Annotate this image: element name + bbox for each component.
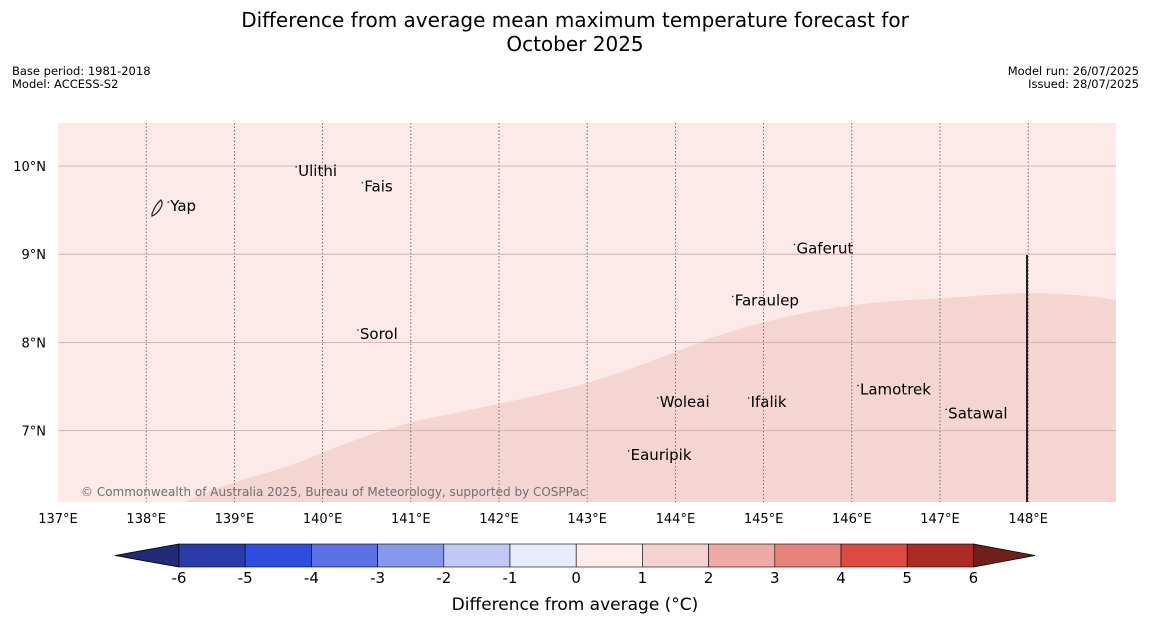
longitude-gridlines	[145, 123, 1029, 502]
lon-tick-label: 137°E	[38, 512, 78, 527]
island-marker	[627, 450, 630, 452]
colorbar-tick-label: -2	[436, 569, 451, 587]
colorbar-segment	[509, 543, 577, 568]
colorbar-segment	[840, 543, 908, 568]
colorbar-segment	[244, 543, 312, 568]
colorbar-tick-label: 3	[770, 569, 780, 587]
lon-tick-label: 141°E	[391, 512, 431, 527]
chart-title: Difference from average mean maximum tem…	[0, 8, 1150, 56]
colorbar-segment	[575, 543, 643, 568]
lat-tick-label: 7°N	[22, 425, 47, 440]
island-marker	[731, 295, 734, 298]
colorbar-high-extend	[973, 543, 1036, 568]
copyright-notice: © Commonwealth of Australia 2025, Bureau…	[81, 485, 586, 499]
lon-tick-label: 146°E	[832, 512, 872, 527]
island-marker	[747, 397, 750, 399]
latitude-gridlines	[58, 165, 1116, 432]
lon-tick-label: 143°E	[567, 512, 607, 527]
colorbar: -6 -5 -4 -3 -2 -1 0 1 2 3 4 5 6	[114, 543, 1036, 587]
lon-tick-label: 138°E	[126, 512, 166, 527]
place-label: Woleai	[660, 393, 710, 411]
warm-anomaly-region	[185, 293, 1116, 502]
colorbar-tick-label: -1	[503, 569, 518, 587]
island-marker	[295, 166, 297, 168]
island-marker	[656, 397, 659, 399]
longitude-tick-labels: 137°E 138°E 139°E 140°E 141°E 142°E 143°E 144°E…	[38, 512, 1048, 527]
colorbar-tick-label: -3	[370, 569, 385, 587]
lon-tick-label: 147°E	[920, 512, 960, 527]
colorbar-tick-label: -4	[304, 569, 319, 587]
colorbar-tick-label: 1	[638, 569, 648, 587]
place-label: Ifalik	[751, 393, 787, 411]
place-label: Ulithi	[298, 162, 337, 180]
colorbar-low-extend	[114, 543, 180, 568]
island-marker	[793, 243, 796, 246]
colorbar-segment	[906, 543, 974, 568]
place-label: Gaferut	[796, 239, 853, 257]
colorbar-label: Difference from average (°C)	[451, 595, 699, 615]
latitude-tick-labels: 10°N 9°N 8°N 7°N	[13, 160, 46, 440]
colorbar-tick-label: -5	[238, 569, 253, 587]
lon-tick-label: 140°E	[303, 512, 343, 527]
place-label: Sorol	[360, 325, 398, 343]
issued-date: Issued: 28/07/2025	[1028, 77, 1139, 91]
title-line-1: Difference from average mean maximum tem…	[241, 8, 909, 32]
colorbar-tick-label: 0	[571, 569, 581, 587]
colorbar-tick-label: -6	[172, 569, 187, 587]
base-period: Base period: 1981-2018	[12, 64, 151, 78]
colorbar-segment	[311, 543, 378, 568]
island-marker	[361, 181, 364, 184]
model-name: Model: ACCESS-S2	[12, 77, 119, 91]
meta-left: Base period: 1981-2018 Model: ACCESS-S2	[12, 65, 151, 91]
place-label: Fais	[364, 178, 393, 196]
colorbar-tick-label: 5	[902, 569, 912, 587]
colorbar-segment	[774, 543, 842, 568]
place-label: Faraulep	[735, 291, 799, 309]
place-label: Yap	[169, 197, 196, 215]
colorbar-segment	[443, 543, 511, 568]
lat-tick-label: 8°N	[22, 336, 47, 351]
yap-island-outline	[151, 199, 163, 217]
island-marker	[357, 329, 359, 331]
model-run: Model run: 26/07/2025	[1007, 64, 1139, 78]
place-label: Lamotrek	[860, 381, 931, 399]
meta-right: Model run: 26/07/2025 Issued: 28/07/2025	[1008, 65, 1139, 91]
lon-tick-label: 139°E	[215, 512, 255, 527]
title-line-2: October 2025	[506, 32, 644, 56]
lat-tick-label: 9°N	[22, 248, 47, 263]
place-label: Eauripik	[631, 446, 692, 464]
island-marker	[167, 201, 170, 203]
colorbar-segment	[377, 543, 445, 568]
place-labels: Yap Ulithi Fais Gaferut Faraulep Sorol Woleai I…	[167, 162, 1008, 464]
lon-tick-label: 142°E	[479, 512, 519, 527]
lon-tick-label: 148°E	[1008, 512, 1048, 527]
place-label: Satawal	[948, 404, 1007, 422]
lon-tick-label: 144°E	[656, 512, 696, 527]
lat-tick-label: 10°N	[13, 160, 46, 175]
colorbar-segment	[178, 543, 246, 568]
island-marker	[857, 384, 859, 387]
lon-tick-label: 145°E	[744, 512, 784, 527]
colorbar-segment	[642, 543, 709, 568]
colorbar-tick-label: 6	[969, 569, 979, 587]
island-marker	[945, 408, 947, 411]
colorbar-tick-label: 4	[836, 569, 846, 587]
colorbar-tick-label: 2	[704, 569, 714, 587]
colorbar-segment	[708, 543, 776, 568]
